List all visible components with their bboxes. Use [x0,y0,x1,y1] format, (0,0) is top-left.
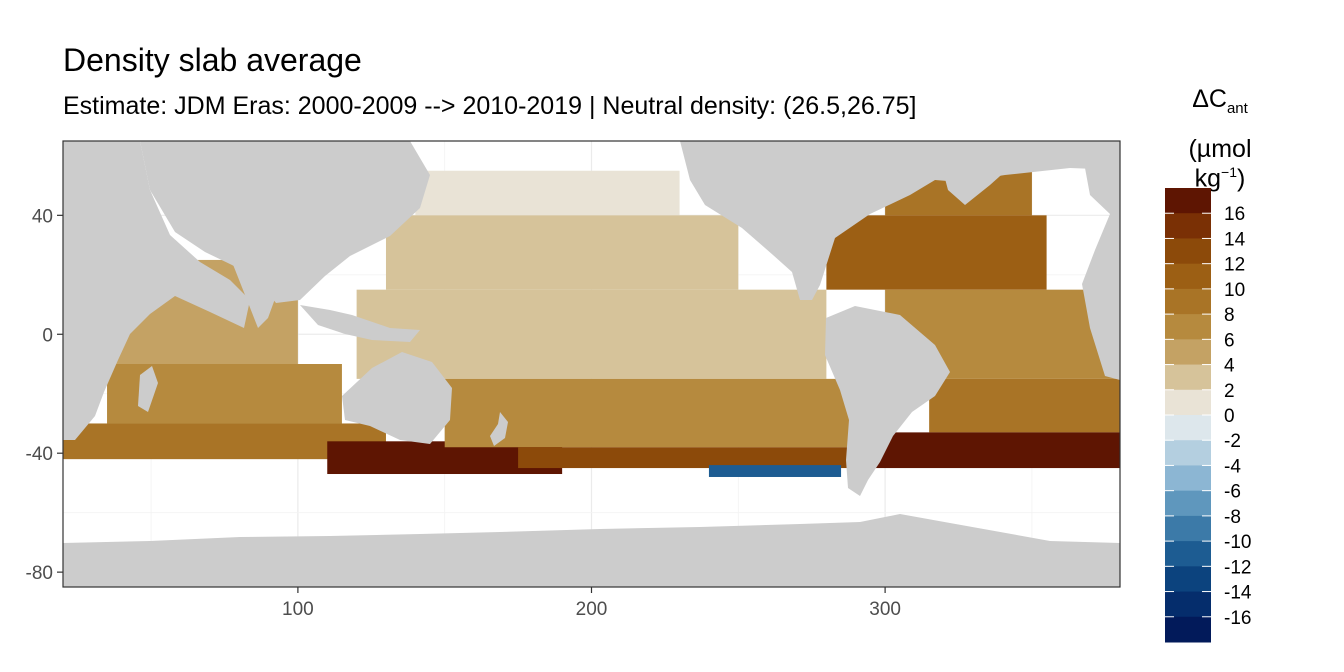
ocean-region-equatorial-pacific [356,289,827,379]
legend-unit-pre: (µmol kg [1188,135,1252,193]
colorbar-bin [1165,188,1211,214]
land-layer [63,141,1120,587]
legend-unit-sup: −1 [1221,164,1238,180]
landmass-antarctica [63,514,1120,587]
colorbar-bin [1165,263,1211,290]
colorbar-label: -16 [1224,608,1251,629]
y-tick-label: -40 [26,444,53,465]
colorbar-legend: 16 14 12 10 8 6 4 2 0 -2 -4 -6 -8 -10 -12 -14 -16 [1165,188,1252,643]
axes: 40 0 -40 -80 100 200 300 [26,206,901,620]
colorbar-bin [1165,389,1211,416]
landmass-greenland [935,141,1018,205]
colorbar-bin [1165,465,1211,492]
landmass-eurasia [140,141,430,303]
legend-title: ΔCant [1160,85,1280,117]
landmass-north-america [680,141,1120,300]
colorbar-bin [1165,541,1211,567]
legend-title-sub: ant [1226,100,1248,117]
colorbar-label: -10 [1224,532,1251,553]
colorbar-label: -2 [1224,431,1241,452]
ocean-region-southern-pacific-band [518,447,856,469]
colorbar-bin [1165,566,1211,593]
ocean-region-south-atlantic-band [855,432,1120,469]
chart-title: Density slab average [63,42,362,78]
landmass-new-zealand [490,412,508,446]
x-tick-label: 100 [282,599,314,620]
ocean-region-amundsen-sector [708,465,842,477]
colorbar-label: -14 [1224,583,1252,604]
colorbar-bin [1165,213,1211,239]
legend-unit: (µmol kg−1) [1160,135,1280,193]
ocean-region-north-atlantic-subtropical [826,215,1047,290]
colorbar-label: -4 [1224,456,1241,477]
colorbar-label: 6 [1224,330,1235,351]
landmass-europe-west-africa [1080,141,1120,380]
colorbar-bin [1165,591,1211,618]
colorbar-bin [1165,490,1211,517]
colorbar-label: 0 [1224,406,1235,427]
colorbar-bin [1165,415,1211,441]
y-tick-label: -80 [26,563,53,584]
y-tick-label: 0 [42,325,53,346]
landmass-south-america [825,306,950,496]
colorbar-label: -6 [1224,482,1241,503]
colorbar-label: 12 [1224,255,1245,276]
colorbar-label: 8 [1224,305,1235,326]
colorbar-label: -12 [1224,557,1251,578]
colorbar-label: 2 [1224,381,1235,402]
colorbar-label: 14 [1224,229,1246,250]
colorbar-bin [1165,288,1211,315]
colorbar-bin [1165,238,1211,265]
legend-unit-post: ) [1237,164,1246,193]
colorbar-bin [1165,339,1211,366]
x-tick-label: 300 [869,599,901,620]
chart-subtitle: Estimate: JDM Eras: 2000-2009 --> 2010-2… [63,92,917,120]
colorbar-label: 4 [1224,356,1235,377]
colorbar-label: -8 [1224,507,1241,528]
colorbar-bin [1165,515,1211,542]
colorbar-bin [1165,314,1211,340]
x-tick-label: 200 [576,599,608,620]
colorbar-bin [1165,616,1211,643]
ocean-region-south-pacific [444,378,856,448]
colorbar-bin [1165,364,1211,391]
colorbar-bin [1165,440,1211,466]
landmass-australia [342,352,452,444]
landmass-africa [63,141,250,440]
ocean-region-north-pacific-subpolar [415,170,680,216]
ocean-region-north-pacific [385,215,739,290]
colorbar-label: 16 [1224,204,1245,225]
y-tick-label: 40 [32,206,53,227]
legend-title-main: ΔC [1192,85,1227,113]
landmass-indonesia [300,305,420,342]
colorbar-label: 10 [1224,280,1245,301]
landmass-madagascar [138,366,158,412]
ocean-region-south-atlantic [929,378,1120,433]
landmass-india [232,262,280,328]
